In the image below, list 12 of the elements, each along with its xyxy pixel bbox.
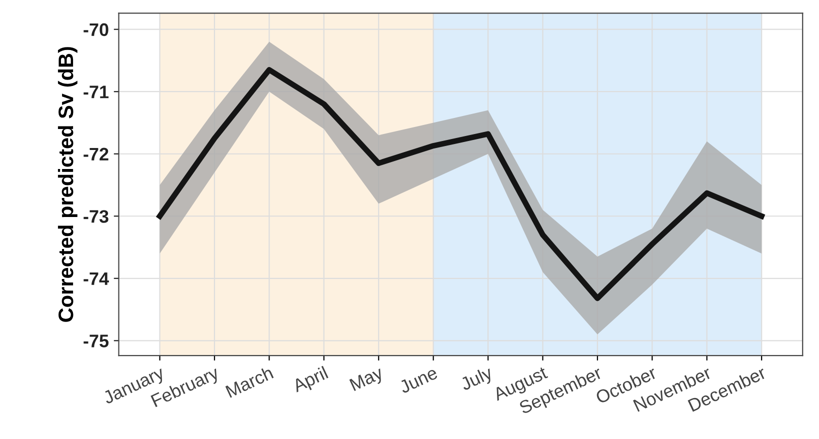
x-tick-label: March	[225, 366, 274, 398]
y-axis-title: Corrected predicted Sv (dB)	[58, 47, 78, 322]
y-tick-label: -71	[84, 86, 109, 98]
y-tick-label: -75	[84, 334, 109, 348]
x-tick-label: May	[349, 366, 386, 394]
y-tick-label: -72	[84, 148, 108, 160]
y-tick-label: -74	[84, 272, 109, 285]
y-tick-label: -73	[84, 210, 108, 223]
y-tick-label: -70	[84, 23, 108, 36]
x-tick-label: June	[398, 366, 438, 394]
x-tick-label: July	[459, 365, 496, 394]
x-tick-label: April	[291, 366, 330, 396]
